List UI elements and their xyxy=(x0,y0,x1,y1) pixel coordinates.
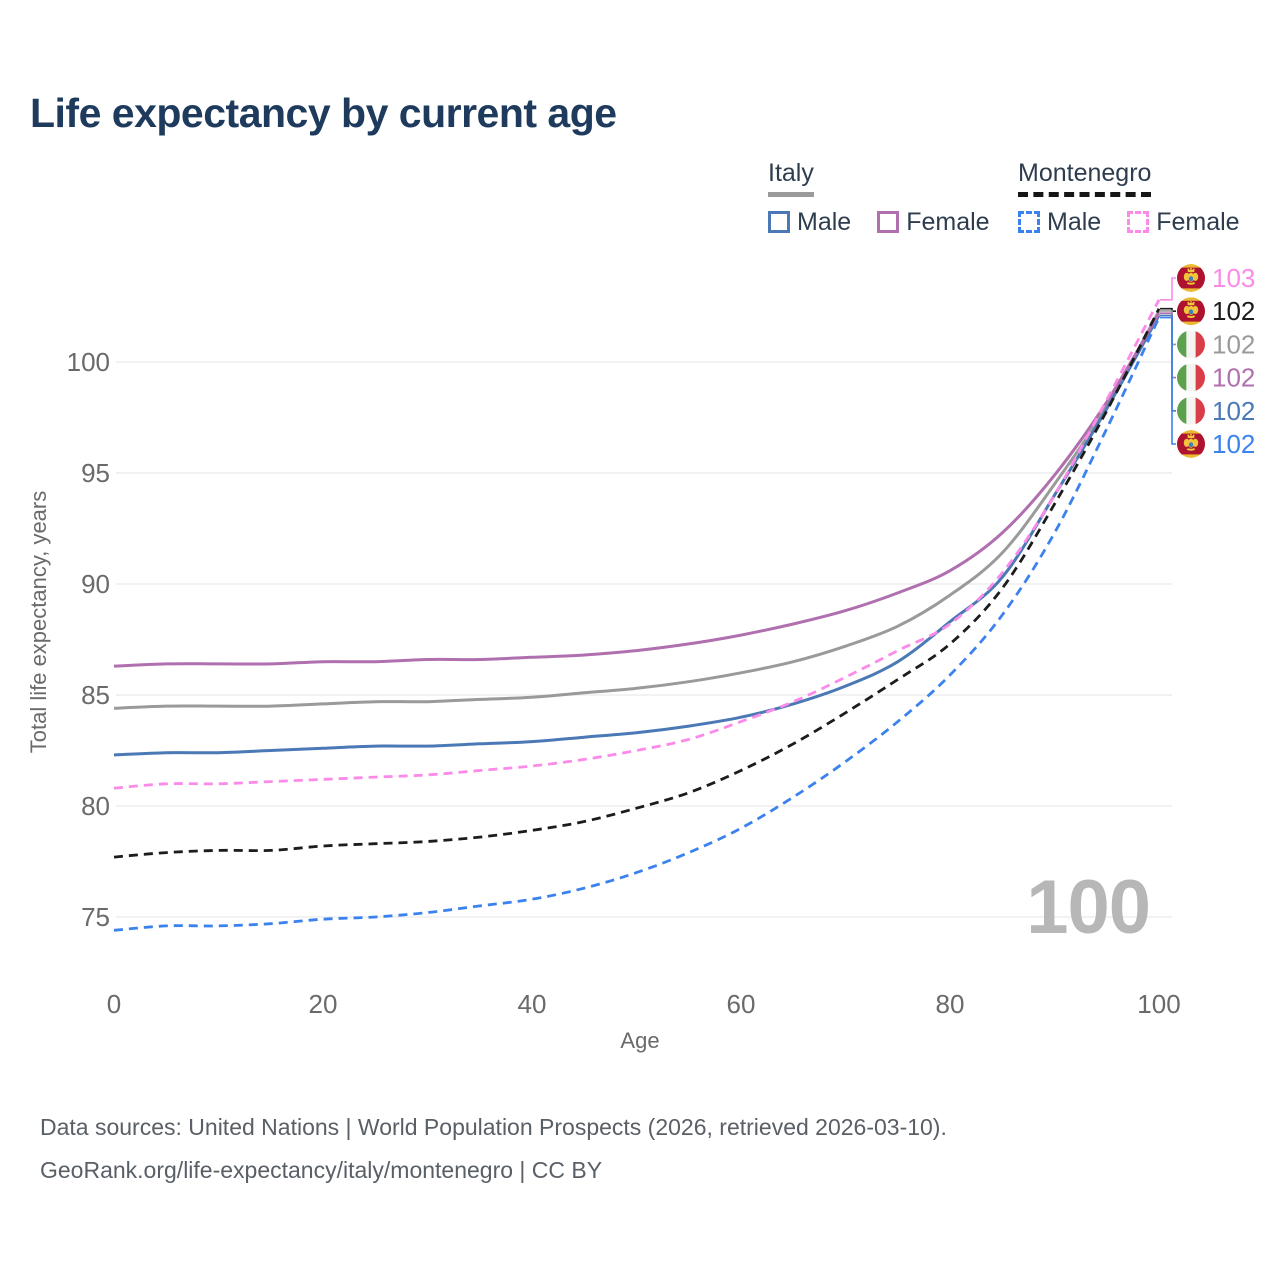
x-tick-20: 20 xyxy=(309,989,338,1019)
x-tick-60: 60 xyxy=(727,989,756,1019)
italy-flag-icon xyxy=(1177,330,1205,358)
age-watermark: 100 xyxy=(1026,865,1151,950)
end-label-italy-female: 102 xyxy=(1212,363,1255,393)
legend-montenegro-male[interactable]: Male xyxy=(1018,208,1101,237)
y-axis-title: Total life expectancy, years xyxy=(26,491,51,754)
end-connector-montenegro-total xyxy=(1160,307,1176,312)
legend-italy: Italy Male Female xyxy=(768,159,990,237)
series-line-italy-female[interactable] xyxy=(113,312,1161,668)
page-title: Life expectancy by current age xyxy=(30,90,617,136)
y-tick-85: 85 xyxy=(81,680,110,710)
end-connector-italy-female xyxy=(1160,312,1176,379)
italy-flag-icon xyxy=(1177,397,1205,425)
legend-montenegro-female[interactable]: Female xyxy=(1127,207,1240,237)
legend-montenegro: Montenegro Male Female xyxy=(1018,159,1240,237)
x-tick-0: 0 xyxy=(107,989,121,1019)
y-tick-90: 90 xyxy=(81,569,110,599)
legend-italy-male[interactable]: Male xyxy=(768,208,851,237)
end-label-italy-male: 102 xyxy=(1212,396,1255,426)
legend-label: Male xyxy=(797,207,852,236)
data-source-note: Data sources: United Nations | World Pop… xyxy=(40,1106,947,1191)
end-label-italy-total: 102 xyxy=(1212,329,1255,359)
series-line-montenegro-total[interactable] xyxy=(113,308,1161,859)
montenegro-flag-icon xyxy=(1177,430,1205,458)
end-label-montenegro-female: 103 xyxy=(1212,263,1255,293)
series-line-montenegro-male[interactable] xyxy=(113,317,1161,932)
legend-label: Female xyxy=(1156,207,1240,236)
montenegro-male-swatch-icon xyxy=(1018,211,1040,233)
series-lines xyxy=(113,299,1161,932)
series-line-montenegro-female[interactable] xyxy=(113,299,1161,790)
end-label-montenegro-total: 102 xyxy=(1212,296,1255,326)
italy-male-swatch-icon xyxy=(768,211,790,233)
axis-ticks: 75 80 85 90 95 100 0 20 40 60 80 100 xyxy=(67,347,1181,1019)
x-tick-40: 40 xyxy=(518,989,547,1019)
montenegro-flag-icon xyxy=(1177,264,1205,292)
legend-label: Female xyxy=(906,207,990,236)
end-connector-montenegro-female xyxy=(1160,277,1176,301)
footer-line2[interactable]: GeoRank.org/life-expectancy/italy/monten… xyxy=(40,1156,603,1183)
x-tick-80: 80 xyxy=(936,989,965,1019)
end-connector-italy-male xyxy=(1160,314,1176,412)
y-tick-80: 80 xyxy=(81,791,110,821)
montenegro-flag-icon xyxy=(1177,297,1205,325)
italy-female-swatch-icon xyxy=(877,211,900,233)
x-axis-title: Age xyxy=(620,1028,659,1053)
legend-italy-female[interactable]: Female xyxy=(877,207,990,237)
footer-line1: Data sources: United Nations | World Pop… xyxy=(40,1114,947,1140)
series-line-italy-total[interactable] xyxy=(113,310,1161,710)
legend-label: Male xyxy=(1047,207,1102,236)
legend-montenegro-title[interactable]: Montenegro xyxy=(1018,159,1152,197)
x-tick-100: 100 xyxy=(1137,989,1180,1019)
series-line-italy-male[interactable] xyxy=(113,314,1161,757)
end-connector-montenegro-male xyxy=(1160,316,1176,445)
italy-flag-icon xyxy=(1177,364,1205,392)
montenegro-female-swatch-icon xyxy=(1127,211,1150,233)
y-tick-75: 75 xyxy=(81,902,110,932)
gridlines xyxy=(116,361,1172,918)
end-label-montenegro-male: 102 xyxy=(1212,429,1255,459)
y-tick-95: 95 xyxy=(81,458,110,488)
legend-italy-title[interactable]: Italy xyxy=(768,159,814,197)
y-tick-100: 100 xyxy=(67,347,110,377)
